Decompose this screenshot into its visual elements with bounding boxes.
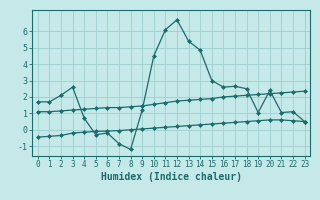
X-axis label: Humidex (Indice chaleur): Humidex (Indice chaleur) — [101, 172, 242, 182]
